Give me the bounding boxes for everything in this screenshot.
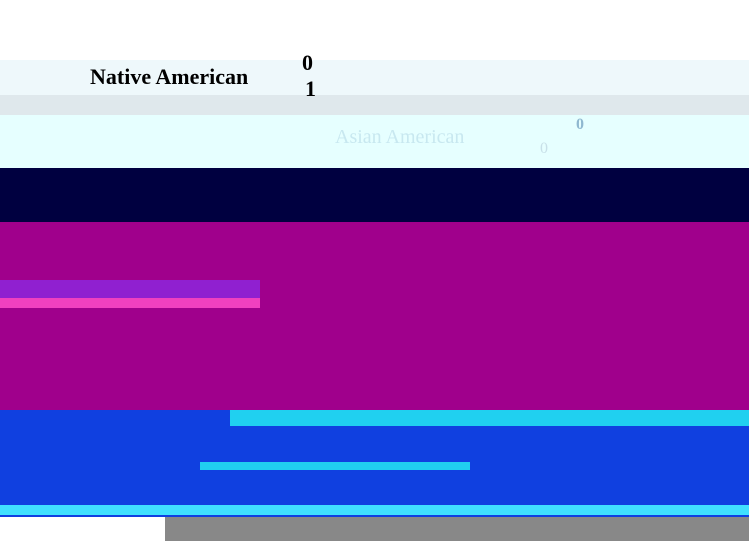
cell-value: 0	[540, 140, 548, 157]
cyan-stripe	[200, 462, 470, 470]
cell-value: 0	[302, 50, 313, 75]
row-band	[0, 60, 749, 95]
bottom-bar	[165, 517, 749, 541]
magenta-band	[0, 222, 749, 410]
row-band	[0, 115, 749, 168]
cyan-stripe	[0, 505, 749, 515]
cell-value: 1	[305, 76, 316, 101]
row-label: Native American	[90, 64, 249, 89]
purple-stripe	[0, 280, 260, 298]
separator	[0, 95, 749, 115]
cyan-stripe	[230, 410, 749, 426]
row-label: Asian American	[335, 126, 465, 148]
dark-band	[0, 168, 749, 222]
pink-stripe	[0, 298, 260, 308]
top-band	[0, 0, 749, 60]
cell-value: 0	[576, 116, 584, 133]
